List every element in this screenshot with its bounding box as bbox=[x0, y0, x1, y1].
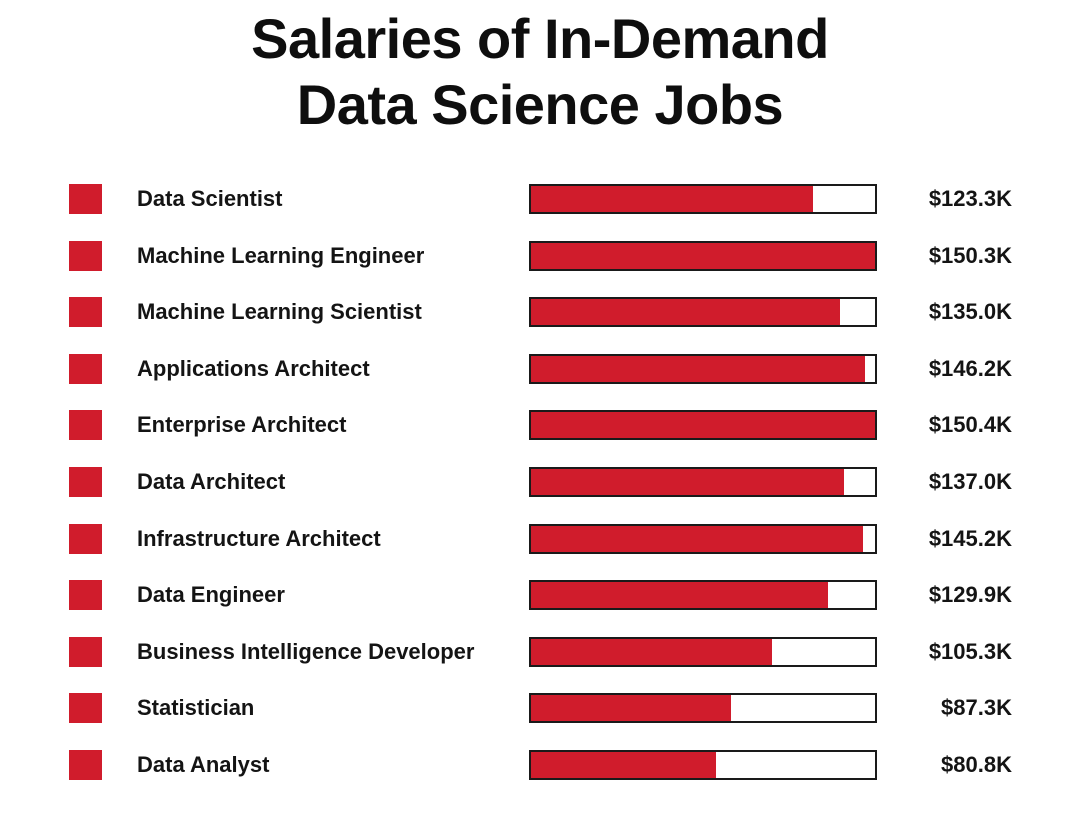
value-label: $150.3K bbox=[928, 242, 1012, 268]
legend-marker bbox=[69, 580, 102, 611]
value-label: $129.9K bbox=[928, 582, 1012, 608]
bar-row: Statistician $87.3K bbox=[0, 691, 1080, 725]
bar bbox=[531, 355, 866, 382]
bar-row: Data Analyst $80.8K bbox=[0, 748, 1080, 782]
bar-track bbox=[529, 636, 877, 667]
category-label: Data Scientist bbox=[137, 186, 283, 211]
value-label: $145.2K bbox=[928, 525, 1012, 551]
chart-title-line-2: Data Science Jobs bbox=[296, 73, 784, 136]
value-label: $146.2K bbox=[928, 355, 1012, 381]
bar-track bbox=[529, 353, 877, 384]
bar-track bbox=[529, 467, 877, 497]
value-label: $80.8K bbox=[941, 752, 1012, 777]
legend-marker bbox=[69, 467, 102, 497]
bar-row: Infrastructure Architect $145.2K bbox=[0, 522, 1080, 556]
category-label: Statistician bbox=[137, 695, 255, 721]
legend-marker bbox=[69, 523, 102, 554]
value-label: $150.4K bbox=[928, 412, 1012, 438]
category-label: Infrastructure Architect bbox=[137, 525, 381, 551]
value-label: $105.3K bbox=[928, 638, 1012, 664]
chart-title: Salaries of In-Demand Data Science Jobs bbox=[0, 6, 1080, 138]
bar-track bbox=[529, 750, 877, 780]
bar-track bbox=[529, 184, 877, 214]
category-label: Machine Learning Engineer bbox=[137, 242, 425, 268]
legend-marker bbox=[69, 636, 102, 667]
value-label: $137.0K bbox=[928, 469, 1012, 494]
bar-row: Machine Learning Engineer $150.3K bbox=[0, 239, 1080, 273]
bar-row: Data Engineer $129.9K bbox=[0, 578, 1080, 612]
bar bbox=[531, 582, 829, 609]
bar-track bbox=[529, 580, 877, 611]
bar bbox=[531, 638, 772, 665]
category-label: Enterprise Architect bbox=[137, 412, 347, 438]
bar bbox=[531, 525, 864, 552]
bar-row: Applications Architect $146.2K bbox=[0, 352, 1080, 386]
category-label: Data Architect bbox=[137, 469, 286, 494]
bar bbox=[531, 695, 731, 722]
bar-track bbox=[529, 693, 877, 724]
bar bbox=[531, 242, 875, 269]
bar-row: Machine Learning Scientist $135.0K bbox=[0, 295, 1080, 329]
value-label: $135.0K bbox=[928, 299, 1012, 325]
value-label: $123.3K bbox=[928, 186, 1012, 211]
bar bbox=[531, 469, 845, 495]
bar-row: Business Intelligence Developer $105.3K bbox=[0, 635, 1080, 669]
category-label: Data Engineer bbox=[137, 582, 285, 608]
legend-marker bbox=[69, 184, 102, 214]
legend-marker bbox=[69, 693, 102, 724]
bar-track bbox=[529, 297, 877, 328]
chart-title-line-1: Salaries of In-Demand bbox=[251, 7, 829, 70]
bar-track bbox=[529, 523, 877, 554]
category-label: Applications Architect bbox=[137, 355, 370, 381]
legend-marker bbox=[69, 410, 102, 441]
bar-row: Enterprise Architect $150.4K bbox=[0, 408, 1080, 442]
legend-marker bbox=[69, 750, 102, 780]
bar bbox=[531, 186, 813, 212]
bar-track bbox=[529, 240, 877, 271]
bar-row: Data Scientist $123.3K bbox=[0, 182, 1080, 216]
bar bbox=[531, 412, 875, 439]
bar bbox=[531, 299, 840, 326]
legend-marker bbox=[69, 240, 102, 271]
legend-marker bbox=[69, 353, 102, 384]
category-label: Machine Learning Scientist bbox=[137, 299, 422, 325]
bar-track bbox=[529, 410, 877, 441]
category-label: Data Analyst bbox=[137, 752, 270, 777]
bar bbox=[531, 752, 716, 778]
legend-marker bbox=[69, 297, 102, 328]
value-label: $87.3K bbox=[941, 695, 1012, 721]
category-label: Business Intelligence Developer bbox=[137, 638, 475, 664]
bar-row: Data Architect $137.0K bbox=[0, 465, 1080, 499]
